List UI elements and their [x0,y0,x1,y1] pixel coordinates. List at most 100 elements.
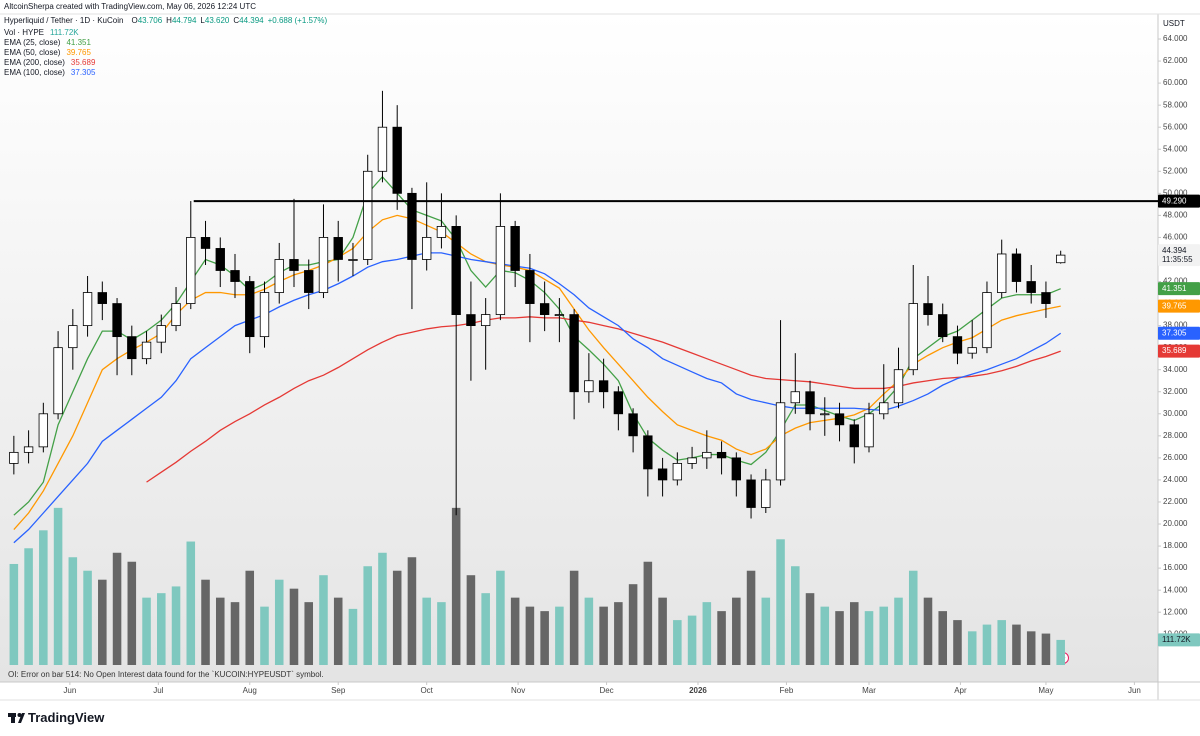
candle-body [112,303,122,338]
candle-body [289,259,299,271]
volume-bar [746,570,756,665]
volume-bar [938,611,948,665]
candle-body [731,457,741,481]
volume-bar [702,602,712,665]
volume-bar [584,597,594,665]
candle-body [215,248,225,271]
candle-body [1041,292,1051,304]
y-tick-label: 52.000 [1163,166,1188,175]
candle-body [274,259,284,293]
volume-bar [9,563,19,665]
y-tick-label: 16.000 [1163,563,1188,572]
y-tick-label: 28.000 [1163,431,1188,440]
volume-bar [997,620,1006,665]
volume-bar [319,575,328,665]
candle-body [1056,254,1066,264]
y-tick-label: 12.000 [1163,607,1188,616]
candle-body [422,237,432,260]
candle-body [613,391,624,415]
volume-bar [673,620,682,665]
x-tick-label: Sep [331,686,346,695]
candle-body [1011,253,1022,282]
candle-body [775,402,786,481]
candle-body [97,292,107,304]
volume-bar [260,606,269,665]
candle-body [702,451,712,459]
candle-body [628,413,638,437]
candle-body [982,292,992,349]
candle-body [156,325,166,343]
y-tick-label: 42.000 [1163,277,1188,286]
volume-bar [820,606,830,665]
y-tick-label: 18.000 [1163,541,1188,550]
ohlc-value: 44.794 [172,16,197,25]
plot [9,90,1158,665]
volume-bar [333,597,343,665]
legend-title-row: Hyperliquid / Tether · 1D · KuCoin O43.70… [4,16,328,25]
legend-row: EMA (100, close) 37.305 [4,68,96,77]
candle-body [38,413,49,448]
candle-body [805,391,815,415]
volume-bar [186,541,196,665]
candle-body [245,281,255,338]
legend-row: Vol · HYPE 111.72K [4,28,79,37]
candle-body [893,369,904,404]
y-tick-label: 20.000 [1163,519,1188,528]
candle-body [230,270,240,282]
candle-body [569,314,579,393]
volume-bar [451,507,461,665]
candle-body [333,237,343,260]
change: +0.688 (+1.57%) [268,16,328,25]
x-tick-label: Jul [153,686,163,695]
volume-bar [437,602,446,665]
candle-body [834,413,845,426]
x-tick-label: Nov [511,686,525,695]
y-tick-label: 62.000 [1163,56,1188,65]
status-message: OI: Error on bar 514: No Open Interest d… [8,670,324,679]
x-tick-label: Mar [862,686,876,695]
volume-bar [1026,631,1036,665]
symbol-title: Hyperliquid / Tether · 1D · KuCoin [4,16,123,25]
volume-bar [407,557,417,665]
y-tick-label: 38.000 [1163,321,1188,330]
candle-body [716,451,727,459]
x-tick-label: Apr [954,686,967,695]
candle-body [746,479,756,508]
y-tick-label: 34.000 [1163,365,1188,374]
hline-label: 49.290 [1162,196,1187,205]
candle-body [495,226,506,315]
axes: 10.00012.00014.00016.00018.00020.00022.0… [63,34,1200,695]
x-tick-label: May [1038,686,1053,695]
ema-price-label: 37.305 [1162,328,1187,337]
volume-bar [83,570,92,665]
logo-icon [8,713,25,723]
candle-body [141,341,152,360]
volume-bar [982,624,992,665]
ohlc-value: 44.394 [239,16,264,25]
ohlc-key: O [131,16,137,25]
candle-body [790,391,800,404]
logo-text: TradingView [28,710,105,725]
volume-bar [39,530,48,665]
legend: Hyperliquid / Tether · 1D · KuCoin O43.70… [4,16,328,77]
volume-bar [422,597,431,665]
candle-body [687,457,697,464]
volume-bar [599,606,608,665]
hline-label-box [1158,194,1200,208]
volume-bar [1012,624,1021,665]
candle-body [200,237,211,249]
candle-body [849,424,859,448]
ema-price-label: 35.689 [1162,346,1187,355]
legend-value: 41.351 [66,38,91,47]
y-tick-label: 48.000 [1163,210,1188,219]
volume-bar [525,606,535,665]
volume-bar [761,597,771,665]
volume-bar [53,507,63,665]
y-tick-label: 58.000 [1163,100,1188,109]
volume-bar [687,615,697,665]
candle-body [436,226,447,238]
volume-bar [835,611,844,665]
legend-name: EMA (50, close) [4,48,61,57]
volume-price-label-box [1158,633,1200,647]
attribution: AltcoinSherpa created with TradingView.c… [4,2,256,11]
